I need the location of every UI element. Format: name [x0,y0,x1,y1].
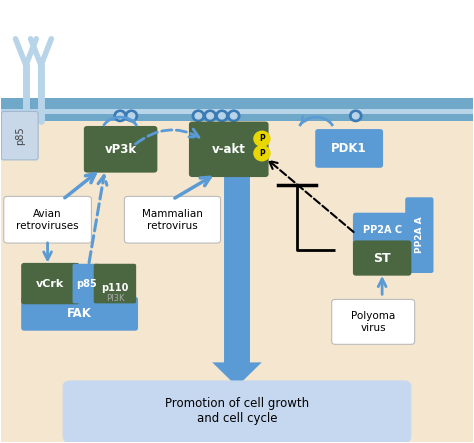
FancyBboxPatch shape [94,264,136,303]
Text: Promotion of cell growth
and cell cycle: Promotion of cell growth and cell cycle [165,397,309,425]
Circle shape [125,110,137,121]
FancyBboxPatch shape [315,129,383,168]
Circle shape [207,113,213,119]
FancyBboxPatch shape [332,299,415,344]
Circle shape [128,113,135,119]
FancyBboxPatch shape [1,98,473,442]
FancyBboxPatch shape [405,197,434,273]
Circle shape [114,110,126,121]
FancyBboxPatch shape [1,114,473,121]
Text: ST: ST [374,252,391,264]
Text: p85: p85 [76,279,97,288]
FancyBboxPatch shape [124,196,220,243]
Text: v-akt: v-akt [211,143,246,156]
FancyArrow shape [212,175,262,387]
Text: p85: p85 [15,126,25,145]
FancyBboxPatch shape [189,121,269,177]
Text: FAK: FAK [67,307,92,320]
Circle shape [117,113,123,119]
FancyBboxPatch shape [1,98,473,109]
Circle shape [254,131,270,146]
FancyBboxPatch shape [4,196,91,243]
Text: Polyoma
virus: Polyoma virus [351,311,395,333]
Text: p110: p110 [101,283,128,292]
Text: Avian
retroviruses: Avian retroviruses [16,209,79,230]
FancyBboxPatch shape [21,263,80,304]
FancyBboxPatch shape [63,381,411,443]
Circle shape [195,113,201,119]
FancyBboxPatch shape [84,126,157,173]
Text: vP3k: vP3k [105,143,137,156]
Circle shape [230,113,237,119]
Text: P: P [259,149,265,158]
Circle shape [350,110,362,121]
FancyBboxPatch shape [73,264,100,303]
Text: PP2A A: PP2A A [415,217,424,253]
Circle shape [228,110,240,121]
FancyBboxPatch shape [21,297,138,330]
Text: PDK1: PDK1 [331,142,367,155]
Circle shape [216,110,228,121]
Circle shape [204,110,216,121]
FancyBboxPatch shape [1,112,38,160]
Text: vCrk: vCrk [36,279,64,288]
Text: P: P [259,134,265,143]
Text: PI3K: PI3K [106,295,124,303]
Text: PP2A C: PP2A C [363,225,401,235]
FancyBboxPatch shape [1,109,473,115]
FancyBboxPatch shape [1,1,473,98]
Circle shape [353,113,359,119]
FancyBboxPatch shape [353,213,411,247]
Circle shape [254,146,270,161]
FancyBboxPatch shape [353,241,411,276]
Text: Mammalian
retrovirus: Mammalian retrovirus [142,209,203,230]
Circle shape [219,113,225,119]
Circle shape [192,110,204,121]
